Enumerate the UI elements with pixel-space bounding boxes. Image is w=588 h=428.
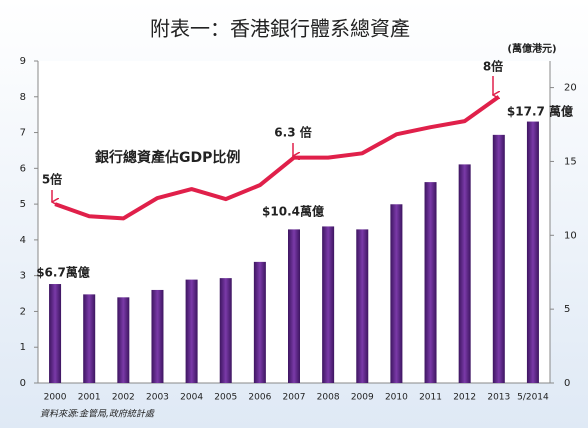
x-tick-label: 2000 — [44, 393, 67, 403]
x-tick-label: 2012 — [453, 393, 476, 403]
y2-tick-label: 5 — [564, 304, 570, 315]
y2-tick-label: 0 — [564, 378, 570, 389]
x-tick-label: 2013 — [487, 393, 510, 403]
y-tick-label: 3 — [20, 271, 26, 282]
bar — [390, 204, 403, 383]
x-tick-label: 2008 — [317, 393, 340, 403]
source-note: 資料來源:金管局,政府統計處 — [40, 409, 155, 420]
annotation: $6.7萬億 — [36, 265, 90, 280]
bar — [458, 164, 471, 383]
bar — [219, 278, 232, 383]
bar — [151, 289, 164, 383]
bar — [49, 284, 62, 383]
x-tick-label: 2002 — [112, 393, 135, 403]
annotation: 5倍 — [42, 172, 62, 187]
y2-tick-label: 10 — [564, 230, 577, 241]
y-tick-label: 2 — [20, 306, 26, 317]
x-tick-label: 2011 — [419, 393, 442, 403]
x-tick-label: 2007 — [283, 393, 306, 403]
y-tick-label: 5 — [20, 199, 26, 210]
bar — [83, 294, 96, 383]
x-tick-label: 2005 — [214, 393, 237, 403]
line — [54, 95, 500, 221]
y-tick-label: 1 — [20, 342, 26, 353]
bar — [253, 261, 266, 383]
y2-tick-label: 20 — [564, 83, 577, 94]
x-tick-label: 2006 — [248, 393, 271, 403]
x-tick-label: 5/2014 — [517, 393, 549, 403]
bar — [424, 182, 437, 383]
x-tick-label: 2010 — [385, 393, 408, 403]
series-label: 銀行總資產佔GDP比例 — [95, 149, 240, 166]
y-tick-label: 4 — [20, 235, 26, 246]
y2-axis-label: (萬億港元) — [507, 42, 556, 55]
y-tick-label: 8 — [20, 92, 26, 103]
chart-title: 附表一：香港銀行體系總資產 — [150, 17, 410, 41]
y-tick-label: 0 — [20, 378, 26, 389]
x-tick-label: 2009 — [351, 393, 374, 403]
bar — [492, 134, 505, 383]
annotation: $10.4萬億 — [262, 204, 324, 219]
y2-tick-label: 15 — [564, 156, 577, 167]
bar — [117, 297, 130, 383]
x-tick-label: 2003 — [146, 393, 169, 403]
y-tick-label: 9 — [20, 56, 26, 67]
x-tick-label: 2001 — [78, 393, 101, 403]
y-tick-label: 7 — [20, 128, 26, 139]
annotation: 8倍 — [483, 59, 503, 74]
bar — [526, 121, 539, 383]
annotation: $17.7 萬億 — [507, 104, 573, 119]
x-tick-label: 2004 — [180, 393, 203, 403]
bar — [322, 226, 335, 383]
annotation: 6.3 倍 — [274, 125, 311, 140]
bar — [356, 229, 369, 383]
y-tick-label: 6 — [20, 163, 26, 174]
bar — [288, 229, 300, 383]
bar — [185, 279, 198, 383]
